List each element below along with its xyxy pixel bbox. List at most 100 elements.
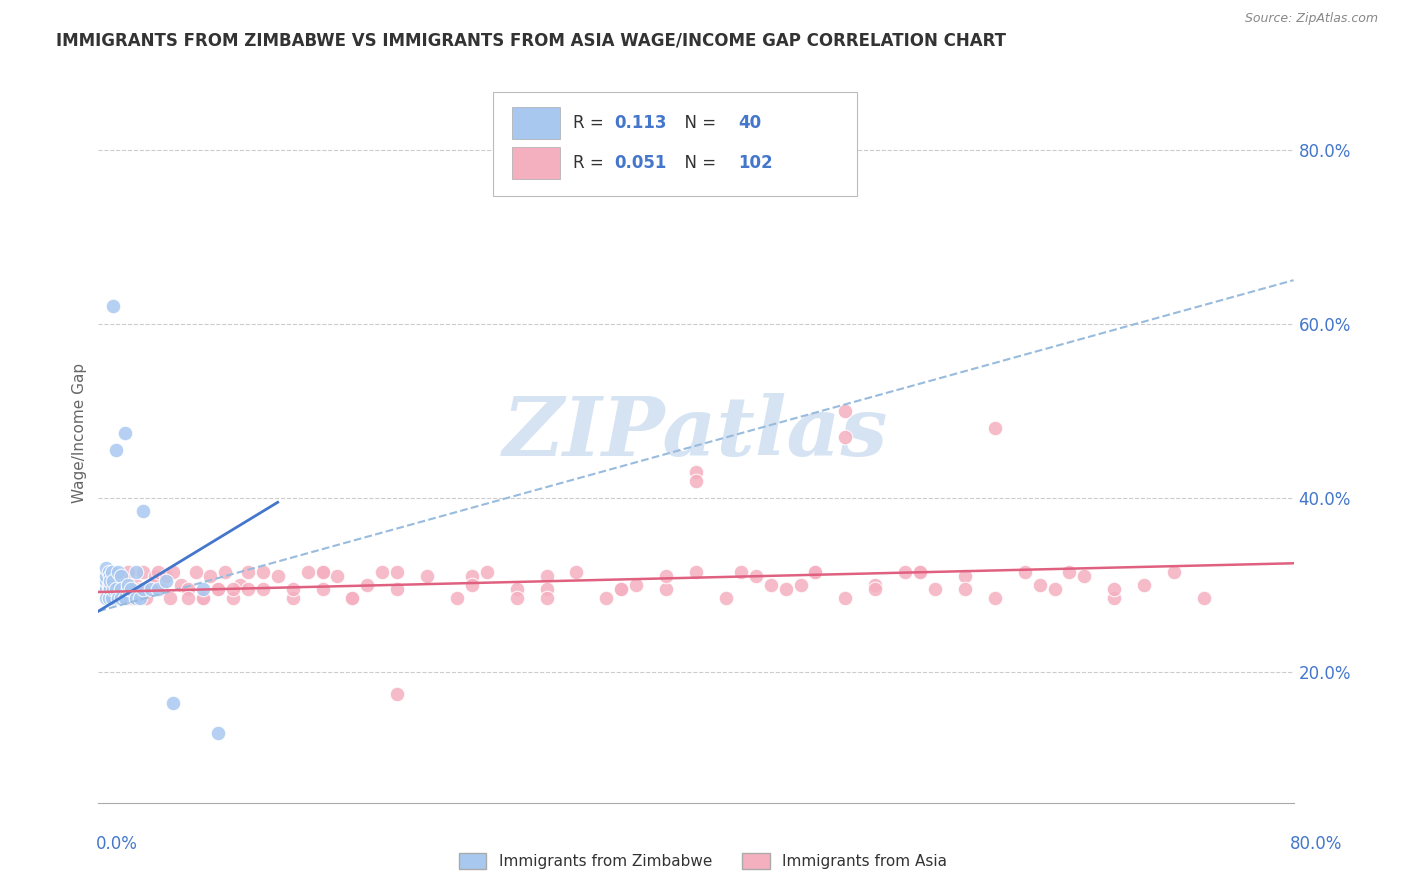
Point bbox=[311, 565, 333, 579]
Point bbox=[745, 569, 768, 583]
Point bbox=[804, 565, 827, 579]
Point bbox=[159, 591, 181, 606]
Point bbox=[894, 565, 917, 579]
Point bbox=[155, 574, 177, 588]
Point bbox=[97, 565, 120, 579]
Point bbox=[207, 582, 229, 597]
Point bbox=[105, 569, 128, 583]
Point bbox=[148, 582, 170, 597]
Point bbox=[94, 591, 117, 606]
Point bbox=[1104, 582, 1126, 597]
Point bbox=[114, 574, 136, 588]
Point bbox=[416, 569, 439, 583]
Point bbox=[984, 421, 1007, 435]
Point bbox=[984, 591, 1007, 606]
Text: IMMIGRANTS FROM ZIMBABWE VS IMMIGRANTS FROM ASIA WAGE/INCOME GAP CORRELATION CHA: IMMIGRANTS FROM ZIMBABWE VS IMMIGRANTS F… bbox=[56, 31, 1007, 49]
Point bbox=[177, 582, 200, 597]
Point bbox=[110, 591, 132, 606]
Point bbox=[222, 582, 245, 597]
Point bbox=[94, 569, 117, 583]
Point bbox=[252, 582, 274, 597]
Point bbox=[1163, 565, 1185, 579]
Point bbox=[536, 591, 558, 606]
Text: N =: N = bbox=[675, 114, 721, 132]
Point bbox=[446, 591, 468, 606]
Point bbox=[150, 582, 173, 597]
Point bbox=[506, 582, 529, 597]
Point bbox=[536, 582, 558, 597]
Point bbox=[281, 582, 304, 597]
Point bbox=[775, 582, 797, 597]
Point bbox=[1028, 578, 1050, 592]
Point bbox=[506, 591, 529, 606]
Point bbox=[953, 569, 976, 583]
Point bbox=[107, 591, 129, 606]
FancyBboxPatch shape bbox=[494, 92, 858, 195]
Point bbox=[129, 591, 152, 606]
Point bbox=[98, 578, 122, 592]
Text: N =: N = bbox=[675, 154, 721, 172]
FancyBboxPatch shape bbox=[512, 147, 560, 179]
Text: 40: 40 bbox=[738, 114, 761, 132]
Legend: Immigrants from Zimbabwe, Immigrants from Asia: Immigrants from Zimbabwe, Immigrants fro… bbox=[453, 847, 953, 875]
Point bbox=[461, 578, 484, 592]
Point bbox=[94, 582, 117, 597]
Point bbox=[214, 565, 236, 579]
Point bbox=[207, 582, 229, 597]
Point bbox=[297, 565, 319, 579]
Point bbox=[834, 430, 856, 444]
Point bbox=[1133, 578, 1156, 592]
Text: 0.0%: 0.0% bbox=[96, 835, 138, 853]
Point bbox=[103, 591, 125, 606]
Point bbox=[342, 591, 364, 606]
Point bbox=[125, 591, 148, 606]
Point bbox=[610, 582, 633, 597]
Point bbox=[191, 582, 214, 597]
Point bbox=[169, 578, 191, 592]
Point bbox=[105, 443, 128, 458]
Text: Source: ZipAtlas.com: Source: ZipAtlas.com bbox=[1244, 12, 1378, 25]
Point bbox=[97, 591, 120, 606]
Text: R =: R = bbox=[572, 154, 609, 172]
Text: 0.051: 0.051 bbox=[614, 154, 666, 172]
Point bbox=[103, 299, 125, 313]
Point bbox=[105, 582, 128, 597]
Point bbox=[120, 582, 142, 597]
Point bbox=[120, 591, 142, 606]
Point bbox=[626, 578, 648, 592]
Point bbox=[101, 565, 124, 579]
Point bbox=[207, 726, 229, 740]
Point bbox=[834, 591, 856, 606]
Point bbox=[610, 582, 633, 597]
Point bbox=[356, 578, 378, 592]
Point bbox=[97, 582, 120, 597]
Point bbox=[759, 578, 782, 592]
Point bbox=[311, 565, 333, 579]
Point bbox=[132, 504, 155, 518]
Point bbox=[222, 591, 245, 606]
Point bbox=[1073, 569, 1095, 583]
Point bbox=[595, 591, 617, 606]
Point bbox=[685, 465, 707, 479]
Point bbox=[117, 578, 139, 592]
Point bbox=[342, 591, 364, 606]
Point bbox=[385, 582, 409, 597]
Point bbox=[110, 582, 132, 597]
Point bbox=[139, 578, 162, 592]
Point bbox=[461, 569, 484, 583]
Point bbox=[236, 565, 259, 579]
Point bbox=[267, 569, 290, 583]
Point bbox=[94, 582, 117, 597]
Point bbox=[143, 569, 166, 583]
Point bbox=[107, 565, 129, 579]
Point bbox=[125, 565, 148, 579]
Point bbox=[953, 582, 976, 597]
Point bbox=[789, 578, 811, 592]
Point bbox=[924, 582, 946, 597]
Point bbox=[177, 591, 200, 606]
Point bbox=[94, 574, 117, 588]
Point bbox=[135, 591, 157, 606]
Point bbox=[229, 578, 252, 592]
Point bbox=[98, 574, 122, 588]
Point bbox=[371, 565, 394, 579]
